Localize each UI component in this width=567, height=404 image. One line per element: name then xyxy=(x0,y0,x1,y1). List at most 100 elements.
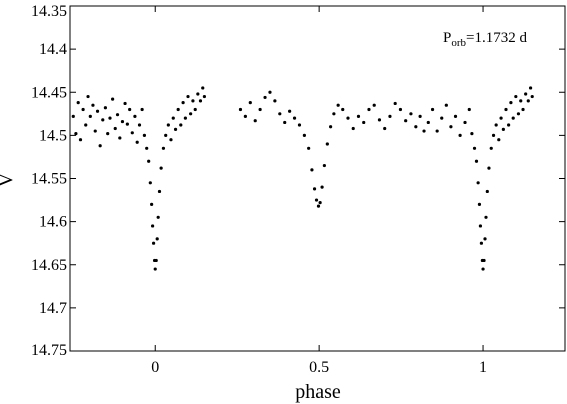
y-tick-label: 14.6 xyxy=(39,214,67,231)
data-point xyxy=(497,138,501,142)
data-point xyxy=(499,116,503,120)
data-point xyxy=(196,92,200,96)
data-point xyxy=(145,146,149,150)
data-point xyxy=(248,101,252,105)
data-point xyxy=(86,94,90,99)
data-point xyxy=(71,114,75,118)
y-axis-title: V xyxy=(0,172,17,187)
data-point xyxy=(123,101,127,106)
data-point xyxy=(278,112,282,116)
data-point xyxy=(478,224,483,228)
data-point xyxy=(189,112,193,116)
data-point xyxy=(181,101,185,105)
data-point xyxy=(474,159,479,163)
x-tick-label: 0 xyxy=(151,359,159,376)
data-point xyxy=(118,136,122,140)
data-point xyxy=(414,125,418,129)
data-point xyxy=(318,201,322,205)
data-point xyxy=(409,112,413,116)
data-point xyxy=(191,99,195,103)
data-point xyxy=(283,120,287,125)
data-point xyxy=(509,101,513,105)
data-point xyxy=(511,116,515,120)
data-point xyxy=(472,146,477,150)
data-point xyxy=(367,107,371,112)
plot-frame xyxy=(69,5,566,352)
data-point xyxy=(297,123,302,127)
data-point xyxy=(157,189,162,194)
data-point xyxy=(489,146,493,150)
data-point xyxy=(133,114,137,118)
data-point xyxy=(501,127,505,131)
data-point xyxy=(95,109,100,113)
y-axis-ticks: 14.35 14.4 14.45 14.5 14.55 14.6 14.65 14.7 14.7… xyxy=(31,3,565,359)
data-point xyxy=(484,215,488,219)
data-point xyxy=(341,107,345,112)
data-point xyxy=(383,126,387,131)
data-point xyxy=(435,129,439,133)
data-point xyxy=(519,99,523,103)
data-point xyxy=(164,133,168,137)
data-point xyxy=(273,99,277,103)
data-point xyxy=(179,123,183,127)
data-point xyxy=(377,118,382,122)
data-point xyxy=(115,113,120,117)
data-point xyxy=(111,97,115,101)
data-point xyxy=(76,101,80,105)
y-tick-label: 14.7 xyxy=(39,300,67,317)
data-point xyxy=(258,107,262,112)
y-tick-label: 14.45 xyxy=(31,84,67,101)
data-point xyxy=(238,107,243,112)
data-point xyxy=(93,129,97,133)
y-tick-label: 14.55 xyxy=(31,171,67,188)
data-point xyxy=(430,107,435,112)
data-point xyxy=(444,103,448,107)
x-axis-ticks: 0 0.5 1 xyxy=(151,6,487,376)
data-point xyxy=(147,159,151,163)
data-point xyxy=(130,131,134,135)
data-points xyxy=(71,86,534,271)
data-point xyxy=(302,133,306,137)
data-point xyxy=(153,267,157,271)
data-point xyxy=(84,123,88,127)
x-axis-title: phase xyxy=(295,381,341,403)
data-point xyxy=(183,116,187,120)
y-tick-label: 14.5 xyxy=(39,127,67,144)
data-point xyxy=(325,142,329,146)
data-point xyxy=(201,86,205,90)
data-point xyxy=(288,109,292,113)
y-tick-label: 14.4 xyxy=(39,41,67,58)
data-point xyxy=(312,187,317,191)
data-point xyxy=(176,107,180,112)
x-tick-label: 1 xyxy=(479,359,487,376)
data-point xyxy=(98,144,102,148)
data-point xyxy=(507,123,511,127)
period-subscript: orb xyxy=(451,37,466,49)
data-point xyxy=(426,120,430,125)
data-point xyxy=(322,163,326,168)
data-point xyxy=(479,241,484,245)
data-point xyxy=(398,107,403,112)
data-point xyxy=(477,202,482,206)
data-point xyxy=(346,116,350,120)
data-point xyxy=(81,107,85,112)
data-point xyxy=(316,204,321,208)
data-point xyxy=(470,132,474,136)
period-annotation: Porb=1.1732 d xyxy=(443,30,527,49)
data-point xyxy=(193,107,197,112)
data-point xyxy=(120,119,125,124)
data-point xyxy=(393,101,397,106)
data-point xyxy=(91,103,95,107)
data-point xyxy=(372,103,376,107)
data-point xyxy=(292,116,297,120)
data-point xyxy=(159,166,163,170)
data-point xyxy=(263,95,267,100)
data-point xyxy=(198,99,203,103)
data-point xyxy=(516,112,521,116)
data-point xyxy=(494,123,498,127)
data-point xyxy=(128,107,132,112)
data-point xyxy=(491,133,496,137)
data-point xyxy=(253,119,257,123)
data-point xyxy=(418,114,422,118)
data-point xyxy=(155,237,159,241)
